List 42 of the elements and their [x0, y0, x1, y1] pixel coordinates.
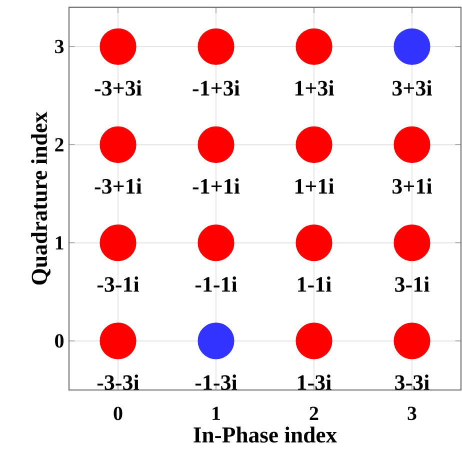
y-tick-label: 0	[55, 334, 64, 348]
x-axis-title: In-Phase index	[194, 426, 337, 443]
point	[100, 28, 136, 65]
y-axis-title: Quadrature index	[31, 112, 50, 285]
point	[394, 322, 430, 360]
point	[296, 126, 332, 163]
point	[100, 224, 136, 262]
point	[296, 322, 332, 360]
annotation: 3-1i	[395, 276, 430, 292]
point	[394, 224, 430, 262]
x-tick-label: 0	[114, 406, 122, 420]
y-tick-label: 3	[55, 40, 64, 54]
annotation: 1+1i	[295, 178, 334, 194]
point	[394, 28, 430, 65]
annotation: 3+1i	[392, 178, 432, 194]
point	[100, 126, 136, 163]
point	[198, 28, 234, 65]
annotation: -1+1i	[192, 178, 240, 194]
annotation: 1+3i	[295, 80, 334, 96]
annotation: 1-3i	[298, 374, 332, 390]
annotation: 3-3i	[395, 374, 430, 390]
x-tick-label: 1	[212, 406, 220, 420]
point	[198, 322, 234, 360]
annotation: 1-1i	[298, 276, 332, 292]
point	[198, 126, 234, 163]
annotation: -3+1i	[94, 178, 142, 194]
point	[394, 126, 430, 163]
annotation: -1+3i	[192, 80, 240, 96]
point	[198, 224, 234, 262]
point	[100, 322, 136, 360]
annotation: -3+3i	[94, 80, 142, 96]
annotation: -3-1i	[97, 276, 140, 292]
y-tick-label: 2	[55, 138, 64, 152]
point	[296, 224, 332, 262]
annotation: -1-3i	[195, 374, 238, 390]
y-tick-label: 1	[56, 236, 64, 250]
annotation: -1-1i	[195, 276, 238, 292]
annotation: -3-3i	[97, 374, 140, 390]
annotation: 3+3i	[392, 80, 432, 96]
x-tick-label: 3	[408, 406, 416, 420]
point	[296, 28, 332, 65]
x-tick-label: 2	[310, 406, 318, 420]
